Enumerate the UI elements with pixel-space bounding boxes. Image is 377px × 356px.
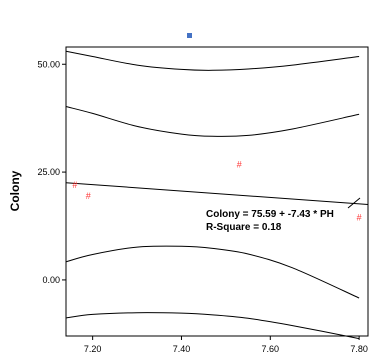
legend-marker	[187, 33, 192, 38]
x-tick-label: 7.80	[350, 344, 368, 354]
regression-line	[65, 182, 369, 205]
y-tick-label: 0.00	[42, 275, 60, 285]
axis-ticks: 0.00 25.00 50.00 7.20 7.40 7.60 7.80	[37, 59, 367, 354]
band-curve	[65, 106, 360, 137]
y-axis-label: Colony	[8, 170, 22, 211]
data-point: #	[72, 180, 77, 190]
equation-annotation: Colony = 75.59 + -7.43 * PH	[206, 209, 334, 220]
data-point: #	[86, 191, 91, 201]
band-curves	[65, 50, 360, 340]
data-point: #	[237, 159, 242, 169]
r-square-annotation: R-Square = 0.18	[206, 222, 282, 233]
y-tick-label: 50.00	[37, 59, 60, 69]
plot-area-frame	[65, 46, 369, 337]
data-point: #	[357, 212, 362, 222]
band-curve	[65, 245, 360, 299]
y-tick-label: 25.00	[37, 167, 60, 177]
data-points: # # # #	[72, 159, 361, 222]
x-tick-label: 7.60	[262, 344, 280, 354]
annotation-callout-line	[347, 197, 361, 209]
x-tick-label: 7.40	[173, 344, 191, 354]
band-curve	[65, 50, 360, 71]
band-curve	[65, 312, 360, 340]
x-tick-label: 7.20	[84, 344, 102, 354]
